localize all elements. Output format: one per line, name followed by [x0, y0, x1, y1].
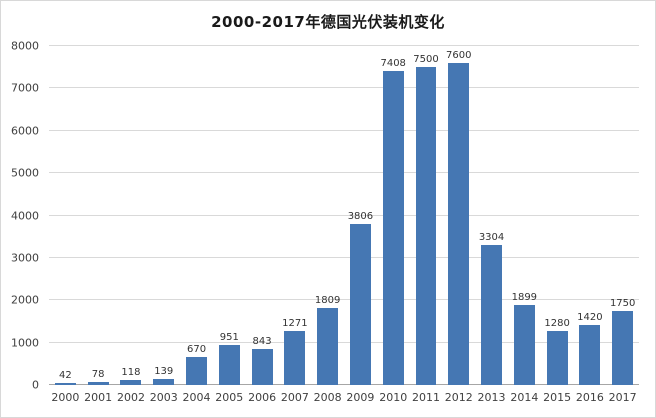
- x-tick-label: 2007: [280, 391, 309, 404]
- bar-group: 670: [180, 46, 213, 385]
- x-tick-label: 2001: [84, 391, 113, 404]
- y-tick-label: 7000: [11, 81, 39, 95]
- bar-group: 7600: [442, 46, 475, 385]
- bar: [349, 223, 371, 385]
- y-tick-label: 5000: [11, 166, 39, 180]
- bar-value-label: 3806: [347, 210, 374, 222]
- x-tick-label: 2016: [575, 391, 604, 404]
- bar: [612, 310, 634, 385]
- bar-value-label: 7408: [380, 58, 406, 70]
- y-tick-label: 6000: [11, 124, 39, 138]
- bar-value-label: 1750: [609, 297, 636, 309]
- bar-group: 1280: [541, 46, 574, 385]
- x-tick-label: 2002: [116, 391, 145, 404]
- x-tick-label: 2015: [543, 391, 572, 404]
- bar-group: 7500: [410, 46, 443, 385]
- x-tick-label: 2009: [346, 391, 375, 404]
- bar-value-label: 1899: [511, 291, 538, 303]
- bar: [513, 304, 535, 385]
- y-tick-label: 2000: [11, 293, 39, 307]
- x-tick-label: 2017: [608, 391, 637, 404]
- bar-group: 3806: [344, 46, 377, 385]
- bar-value-label: 951: [219, 331, 239, 343]
- bar-value-label: 139: [154, 366, 174, 378]
- y-tick-label: 3000: [11, 251, 39, 265]
- y-tick-label: 0: [32, 378, 39, 392]
- gridline: [49, 87, 639, 89]
- x-tick-label: 2014: [510, 391, 539, 404]
- bar-group: 42: [49, 46, 82, 385]
- bar: [448, 62, 470, 385]
- gridline: [49, 172, 639, 174]
- bar-group: 1899: [508, 46, 541, 385]
- bar-group: 7408: [377, 46, 410, 385]
- plot-area: 42 78 118 139 670 951 843 1271 1809 3806 7408 7500 7…: [49, 45, 639, 385]
- bar-value-label: 1420: [577, 311, 603, 323]
- x-axis-line: [49, 384, 639, 385]
- bar: [579, 324, 601, 385]
- bar: [546, 330, 568, 385]
- bar-group: 843: [246, 46, 279, 385]
- bar-group: 951: [213, 46, 246, 385]
- bar-value-label: 7600: [446, 49, 472, 61]
- x-tick-label: 2010: [379, 391, 408, 404]
- bar: [87, 381, 109, 385]
- bar: [382, 71, 404, 385]
- y-axis: 0 1000 2000 3000 4000 5000 6000 7000 8000: [1, 40, 45, 392]
- gridline: [49, 214, 639, 216]
- x-tick-label: 2011: [411, 391, 440, 404]
- bar-group: 1809: [311, 46, 344, 385]
- bar-value-label: 843: [252, 336, 272, 348]
- bar-value-label: 7500: [413, 54, 439, 66]
- bar: [186, 356, 207, 385]
- bar-value-label: 42: [59, 370, 72, 382]
- x-tick-label: 2000: [51, 391, 80, 404]
- x-tick-label: 2012: [444, 391, 473, 404]
- bar-value-label: 1280: [544, 317, 570, 329]
- bar: [54, 383, 76, 385]
- bar: [120, 380, 142, 385]
- x-tick-label: 2005: [215, 391, 244, 404]
- bar-value-label: 78: [91, 368, 105, 380]
- gridline: [49, 45, 639, 46]
- x-tick-label: 2004: [182, 391, 211, 404]
- x-tick-label: 2006: [248, 391, 277, 404]
- bar-group: 78: [82, 46, 115, 385]
- bar-group: 139: [147, 46, 180, 385]
- bar: [153, 379, 175, 385]
- bar: [284, 331, 306, 385]
- bar: [218, 344, 240, 385]
- bars: 42 78 118 139 670 951 843 1271 1809 3806 7408 7500 7…: [49, 46, 639, 385]
- bar-group: 1750: [606, 46, 639, 385]
- bar-value-label: 670: [186, 343, 207, 355]
- gridline: [49, 299, 639, 301]
- bar-value-label: 1809: [314, 295, 341, 307]
- bar-value-label: 3304: [478, 232, 505, 243]
- bar: [317, 308, 339, 385]
- gridline: [49, 341, 639, 343]
- bar-group: 1271: [278, 46, 311, 385]
- x-axis: 2000 2001 2002 2003 2004 2005 2006 2007 2008 2009…: [49, 391, 639, 411]
- bar-value-label: 1271: [282, 318, 308, 330]
- gridline: [49, 256, 639, 258]
- chart-title: 2000-2017年德国光伏装机变化: [211, 13, 445, 31]
- y-tick-label: 1000: [11, 336, 39, 350]
- y-tick-label: 4000: [11, 209, 39, 222]
- bar: [415, 67, 437, 385]
- x-tick-label: 2008: [313, 391, 342, 404]
- x-tick-label: 2003: [149, 391, 178, 404]
- bar: [481, 245, 503, 385]
- bar-group: 118: [115, 46, 148, 385]
- y-tick-label: 8000: [11, 39, 39, 53]
- bar: [251, 349, 273, 385]
- gridline: [49, 129, 639, 131]
- bar-group: 1420: [574, 46, 607, 385]
- bar-group: 3304: [475, 46, 508, 385]
- x-tick-label: 2013: [477, 391, 506, 404]
- bar-value-label: 118: [121, 367, 141, 378]
